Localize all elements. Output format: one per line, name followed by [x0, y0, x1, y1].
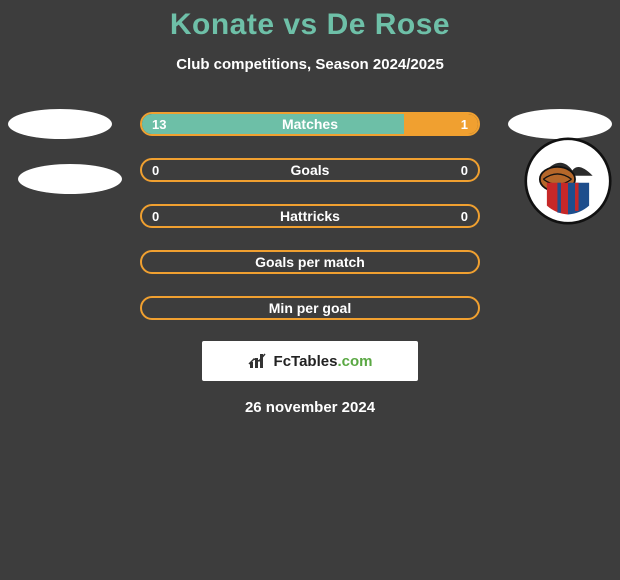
club-badge-icon	[524, 137, 612, 225]
brand-name: FcTables.com	[274, 353, 373, 370]
val-right: 1	[461, 117, 468, 132]
bar-label: Matches	[142, 114, 478, 134]
bar-label: Goals	[142, 160, 478, 180]
bar-label: Min per goal	[142, 298, 478, 318]
brand-text-suffix: .com	[337, 353, 372, 370]
infographic-container: Konate vs De Rose Club competitions, Sea…	[0, 0, 620, 416]
bar-chart-icon	[248, 352, 270, 370]
stat-row-mpg: Min per goal	[0, 285, 620, 331]
stat-row-hattricks: 0 Hattricks 0	[0, 193, 620, 239]
bar-goals: 0 Goals 0	[140, 158, 480, 182]
brand-box: FcTables.com	[202, 341, 418, 381]
brand-text-main: FcTables	[274, 353, 338, 370]
bar-label: Goals per match	[142, 252, 478, 272]
page-subtitle: Club competitions, Season 2024/2025	[0, 56, 620, 73]
page-title: Konate vs De Rose	[0, 8, 620, 42]
bar-mpg: Min per goal	[140, 296, 480, 320]
player-left-avatar	[8, 109, 112, 139]
bar-hattricks: 0 Hattricks 0	[140, 204, 480, 228]
footer-date: 26 november 2024	[0, 399, 620, 416]
val-right: 0	[461, 163, 468, 178]
stat-row-gpm: Goals per match	[0, 239, 620, 285]
val-right: 0	[461, 209, 468, 224]
bar-matches: 13 Matches 1	[140, 112, 480, 136]
player-right-avatar	[508, 109, 612, 139]
bar-gpm: Goals per match	[140, 250, 480, 274]
club-badge-right	[524, 137, 612, 225]
val-left: 0	[152, 163, 159, 178]
val-left: 0	[152, 209, 159, 224]
player-left-avatar-2	[18, 164, 122, 194]
val-left: 13	[152, 117, 166, 132]
bar-label: Hattricks	[142, 206, 478, 226]
